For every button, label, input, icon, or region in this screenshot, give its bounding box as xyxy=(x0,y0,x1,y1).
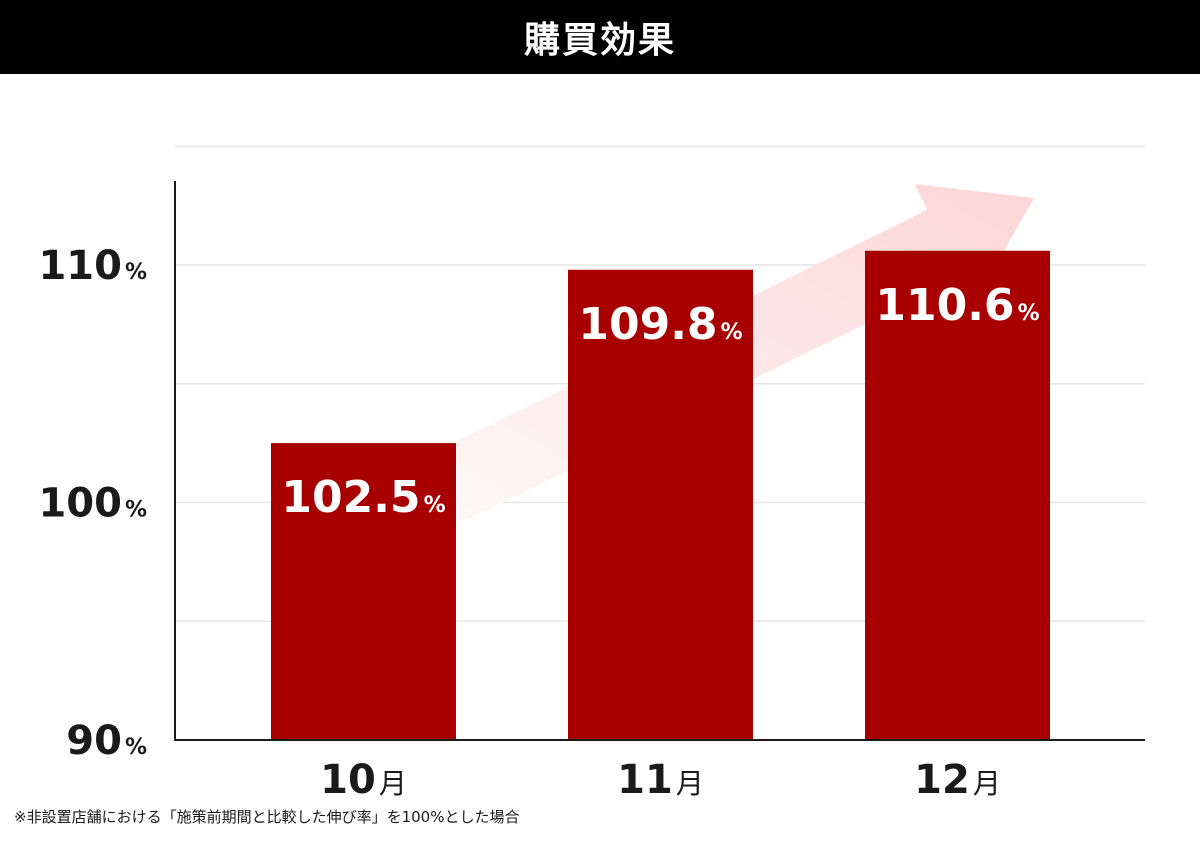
data-label: 102.5% xyxy=(281,472,445,523)
x-tick-label: 12 月 xyxy=(914,757,1001,803)
x-tick-label: 10 月 xyxy=(320,757,407,803)
bars xyxy=(271,250,1050,740)
title-bar: 購買効果 xyxy=(0,0,1200,74)
axes xyxy=(174,181,1145,741)
x-tick-label: 11 月 xyxy=(617,757,704,803)
y-tick-label: 110% xyxy=(38,243,147,289)
bar-12 xyxy=(865,250,1050,740)
bar-chart: 90 % 100 % 110 % 10 月 11 月 12 月 102.5 % 109.8 % 110.6% xyxy=(38,145,1145,803)
bar-11 xyxy=(568,269,753,740)
chart-title: 購買効果 xyxy=(523,20,676,61)
data-label: 109.8% xyxy=(578,299,742,350)
footnote: ※非設置店舗における「施策前期間と比較した伸び率」を100%とした場合 xyxy=(14,808,520,826)
y-tick-label: 100% xyxy=(38,481,147,527)
bar-10 xyxy=(271,443,456,740)
y-tick-label: 90% xyxy=(66,718,147,764)
data-label: 110.6% xyxy=(875,280,1039,331)
labels: 90 % 100 % 110 % 10 月 11 月 12 月 102.5 % 109.8 % 110.6% xyxy=(38,243,1039,803)
